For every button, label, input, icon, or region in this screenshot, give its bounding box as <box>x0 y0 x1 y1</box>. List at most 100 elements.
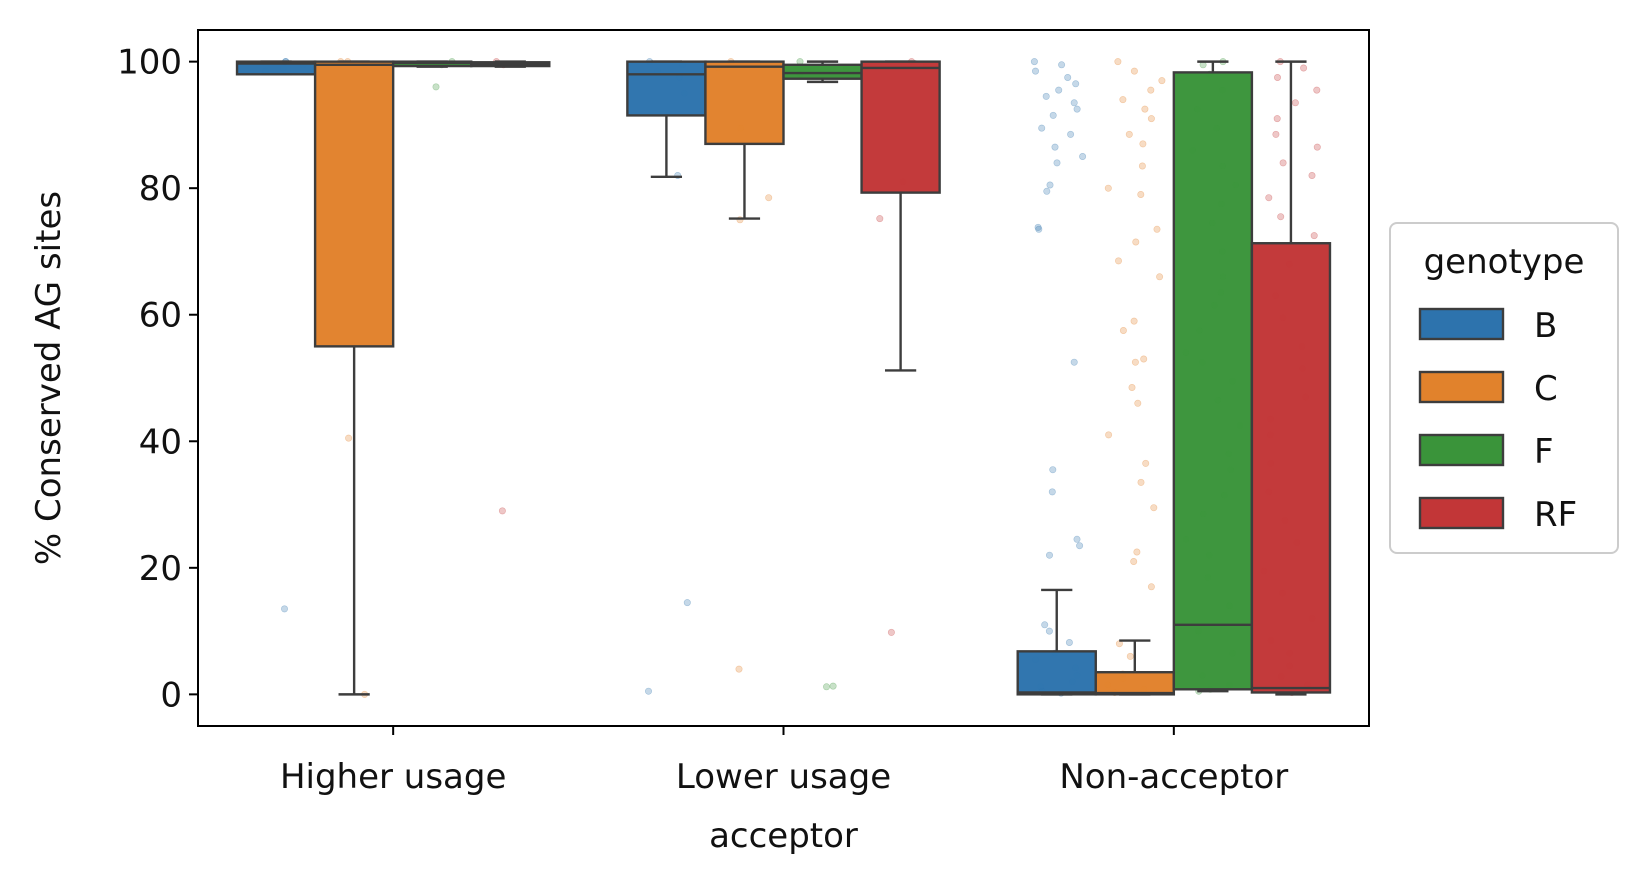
legend-label: F <box>1534 432 1554 472</box>
data-point <box>1043 187 1051 195</box>
data-point <box>887 628 895 636</box>
data-point <box>1150 504 1158 512</box>
data-point <box>1051 143 1059 151</box>
data-point <box>1277 213 1285 221</box>
y-axis-label: % Conserved AG sites <box>29 191 69 565</box>
data-point <box>1291 99 1299 107</box>
data-point <box>829 682 837 690</box>
data-point <box>1034 223 1042 231</box>
data-point <box>822 683 830 691</box>
data-point <box>1128 383 1136 391</box>
data-point <box>1130 557 1138 565</box>
data-point <box>1115 257 1123 265</box>
data-point <box>1137 478 1145 486</box>
data-point <box>1073 535 1081 543</box>
data-point <box>1053 159 1061 167</box>
jitter-points-layer <box>261 58 1321 698</box>
data-point <box>1072 80 1080 88</box>
legend-label: RF <box>1534 495 1577 535</box>
data-point <box>1132 238 1140 246</box>
data-point <box>1048 488 1056 496</box>
data-point <box>1265 194 1273 202</box>
data-point <box>1130 67 1138 75</box>
data-point <box>1058 61 1066 69</box>
x-axis-label: acceptor <box>709 816 858 856</box>
data-point <box>1125 130 1133 138</box>
data-point <box>1156 273 1164 281</box>
data-point <box>1131 358 1139 366</box>
y-tick-label: 40 <box>139 422 182 462</box>
data-point <box>683 599 691 607</box>
legend-swatch <box>1418 370 1505 404</box>
data-point <box>1038 124 1046 132</box>
legend-swatch <box>1418 433 1505 467</box>
legend: genotype BCF RF <box>1389 222 1619 554</box>
data-point <box>1141 105 1149 113</box>
data-point <box>1140 355 1148 363</box>
data-point <box>1313 143 1321 151</box>
data-point <box>345 434 353 442</box>
data-point <box>1114 58 1122 66</box>
box-body <box>1094 671 1176 696</box>
data-point <box>1308 172 1316 180</box>
data-point <box>1273 115 1281 123</box>
y-tick-label: 20 <box>139 549 182 589</box>
legend-swatch <box>1418 496 1505 530</box>
box-body <box>704 60 785 146</box>
data-point <box>1070 99 1078 107</box>
box-body <box>1172 71 1254 691</box>
box-body <box>313 60 395 348</box>
data-point <box>432 83 440 91</box>
data-point <box>1147 583 1155 591</box>
box-body <box>626 60 707 117</box>
data-point <box>1046 551 1054 559</box>
data-point <box>1065 638 1073 646</box>
data-point <box>1042 92 1050 100</box>
data-point <box>1138 162 1146 170</box>
data-point <box>1119 96 1127 104</box>
data-point <box>1126 652 1134 660</box>
data-point <box>1147 115 1155 123</box>
data-point <box>1105 431 1113 439</box>
y-tick-label: 80 <box>139 169 182 209</box>
data-point <box>1049 111 1057 119</box>
legend-label: B <box>1534 306 1557 346</box>
data-point <box>1032 67 1040 75</box>
data-point <box>1104 184 1112 192</box>
data-point <box>1035 225 1043 233</box>
data-point <box>1041 621 1049 629</box>
box-body <box>860 60 941 194</box>
legend-label: C <box>1534 369 1558 409</box>
data-point <box>765 194 773 202</box>
legend-title: genotype <box>1424 242 1585 282</box>
data-point <box>1139 140 1147 148</box>
box-body <box>1016 650 1097 696</box>
data-point <box>1055 86 1063 94</box>
data-point <box>1272 130 1280 138</box>
data-point <box>1119 326 1127 334</box>
axes-layer: 0 20 40 60 80 100 Higher usage Lower usage Non-a… <box>29 29 1370 856</box>
data-point <box>1134 399 1142 407</box>
x-tick-label: Non-acceptor <box>1059 757 1288 797</box>
y-tick-label: 100 <box>117 43 182 83</box>
data-point <box>1133 548 1141 556</box>
data-point <box>1300 64 1308 72</box>
data-point <box>1070 358 1078 366</box>
data-point <box>1147 86 1155 94</box>
data-point <box>876 215 884 223</box>
data-point <box>1274 74 1282 82</box>
data-point <box>1079 153 1087 161</box>
boxes-layer <box>235 60 1332 696</box>
data-point <box>1064 74 1072 82</box>
data-point <box>1153 225 1161 233</box>
box-body <box>782 63 863 80</box>
data-point <box>1310 232 1318 240</box>
y-tick-label: 60 <box>139 296 182 336</box>
legend-swatch <box>1418 307 1505 341</box>
data-point <box>1030 58 1038 66</box>
data-point <box>1279 159 1287 167</box>
data-point <box>1158 77 1166 85</box>
data-point <box>1137 191 1145 199</box>
